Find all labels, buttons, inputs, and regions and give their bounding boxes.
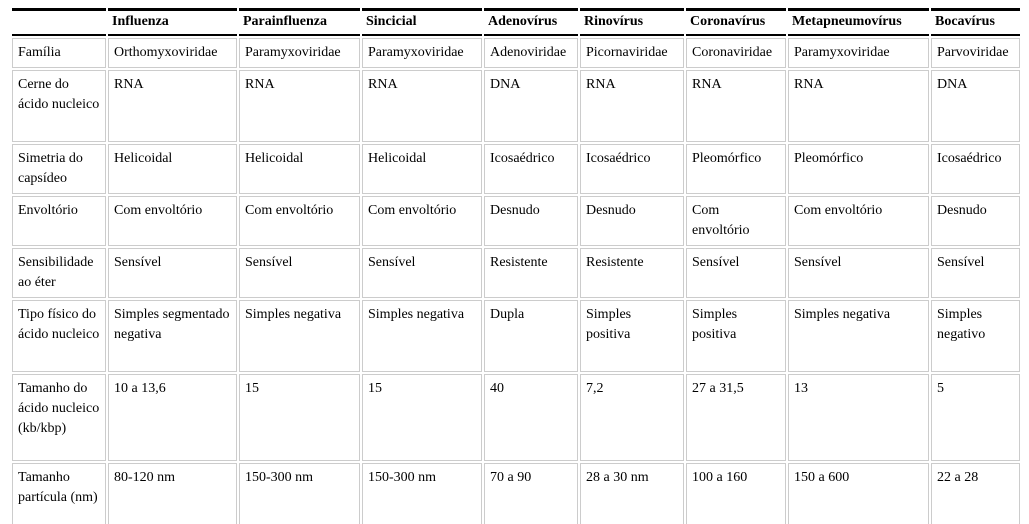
cell: Sensível <box>686 248 786 298</box>
cell: Desnudo <box>580 196 684 246</box>
cell: 150-300 nm <box>362 463 482 524</box>
row-label: Simetria do capsídeo <box>12 144 106 194</box>
cell: Sensível <box>108 248 237 298</box>
cell: Sensível <box>931 248 1020 298</box>
table-row-sensibilidade: Sensibilidade ao éter Sensível Sensível … <box>12 248 1020 298</box>
cell: 80-120 nm <box>108 463 237 524</box>
cell: RNA <box>686 70 786 142</box>
cell: Orthomyxoviridae <box>108 38 237 68</box>
row-label: Tamanho do ácido nucleico (kb/kbp) <box>12 374 106 461</box>
cell: Com envoltório <box>239 196 360 246</box>
column-header-influenza: Influenza <box>108 8 237 36</box>
column-header-parainfluenza: Parainfluenza <box>239 8 360 36</box>
cell: 150-300 nm <box>239 463 360 524</box>
column-header-blank <box>12 8 106 36</box>
column-header-coronavirus: Coronavírus <box>686 8 786 36</box>
cell: DNA <box>484 70 578 142</box>
table-row-tamanho-particula: Tamanho partícula (nm) 80-120 nm 150-300… <box>12 463 1020 524</box>
table-row-simetria: Simetria do capsídeo Helicoidal Helicoid… <box>12 144 1020 194</box>
cell: 40 <box>484 374 578 461</box>
cell: Simples segmentado negativa <box>108 300 237 372</box>
cell: Icosaédrico <box>484 144 578 194</box>
cell: RNA <box>239 70 360 142</box>
row-label: Envoltório <box>12 196 106 246</box>
cell: Icosaédrico <box>580 144 684 194</box>
column-header-metapneumovirus: Metapneumovírus <box>788 8 929 36</box>
cell: Resistente <box>580 248 684 298</box>
cell: Simples negativo <box>931 300 1020 372</box>
cell: 15 <box>362 374 482 461</box>
table-row-cerne: Cerne do ácido nucleico RNA RNA RNA DNA … <box>12 70 1020 142</box>
row-label: Tipo físico do ácido nucleico <box>12 300 106 372</box>
row-label: Tamanho partícula (nm) <box>12 463 106 524</box>
cell: Simples positiva <box>686 300 786 372</box>
cell: 15 <box>239 374 360 461</box>
table-row-familia: Família Orthomyxoviridae Paramyxoviridae… <box>12 38 1020 68</box>
cell: Picornaviridae <box>580 38 684 68</box>
cell: 5 <box>931 374 1020 461</box>
row-label: Sensibilidade ao éter <box>12 248 106 298</box>
cell: Pleomórfico <box>788 144 929 194</box>
cell: Simples negativa <box>239 300 360 372</box>
cell: Com envoltório <box>686 196 786 246</box>
cell: RNA <box>788 70 929 142</box>
cell: Dupla <box>484 300 578 372</box>
cell: Desnudo <box>484 196 578 246</box>
cell: RNA <box>108 70 237 142</box>
cell: DNA <box>931 70 1020 142</box>
cell: 27 a 31,5 <box>686 374 786 461</box>
cell: Com envoltório <box>108 196 237 246</box>
column-header-adenovirus: Adenovírus <box>484 8 578 36</box>
cell: Desnudo <box>931 196 1020 246</box>
cell: Adenoviridae <box>484 38 578 68</box>
row-label: Família <box>12 38 106 68</box>
cell: 7,2 <box>580 374 684 461</box>
cell: Com envoltório <box>362 196 482 246</box>
cell: RNA <box>580 70 684 142</box>
column-header-sincicial: Sincicial <box>362 8 482 36</box>
table-row-envoltorio: Envoltório Com envoltório Com envoltório… <box>12 196 1020 246</box>
row-label: Cerne do ácido nucleico <box>12 70 106 142</box>
cell: Sensível <box>362 248 482 298</box>
cell: Helicoidal <box>239 144 360 194</box>
cell: Helicoidal <box>362 144 482 194</box>
cell: Paramyxoviridae <box>362 38 482 68</box>
cell: Helicoidal <box>108 144 237 194</box>
cell: Simples positiva <box>580 300 684 372</box>
cell: 70 a 90 <box>484 463 578 524</box>
cell: Coronaviridae <box>686 38 786 68</box>
cell: Pleomórfico <box>686 144 786 194</box>
cell: 22 a 28 <box>931 463 1020 524</box>
table-row-tamanho-acido: Tamanho do ácido nucleico (kb/kbp) 10 a … <box>12 374 1020 461</box>
cell: Simples negativa <box>788 300 929 372</box>
cell: Paramyxoviridae <box>788 38 929 68</box>
cell: Parvoviridae <box>931 38 1020 68</box>
cell: 10 a 13,6 <box>108 374 237 461</box>
cell: 13 <box>788 374 929 461</box>
cell: Sensível <box>788 248 929 298</box>
cell: Com envoltório <box>788 196 929 246</box>
cell: Paramyxoviridae <box>239 38 360 68</box>
cell: 150 a 600 <box>788 463 929 524</box>
cell: 28 a 30 nm <box>580 463 684 524</box>
cell: Simples negativa <box>362 300 482 372</box>
virus-comparison-table: Influenza Parainfluenza Sincicial Adenov… <box>10 6 1022 524</box>
cell: RNA <box>362 70 482 142</box>
cell: Sensível <box>239 248 360 298</box>
cell: Icosaédrico <box>931 144 1020 194</box>
table-row-tipo-fisico: Tipo físico do ácido nucleico Simples se… <box>12 300 1020 372</box>
cell: Resistente <box>484 248 578 298</box>
column-header-rinovirus: Rinovírus <box>580 8 684 36</box>
header-row: Influenza Parainfluenza Sincicial Adenov… <box>12 8 1020 36</box>
column-header-bocavirus: Bocavírus <box>931 8 1020 36</box>
cell: 100 a 160 <box>686 463 786 524</box>
